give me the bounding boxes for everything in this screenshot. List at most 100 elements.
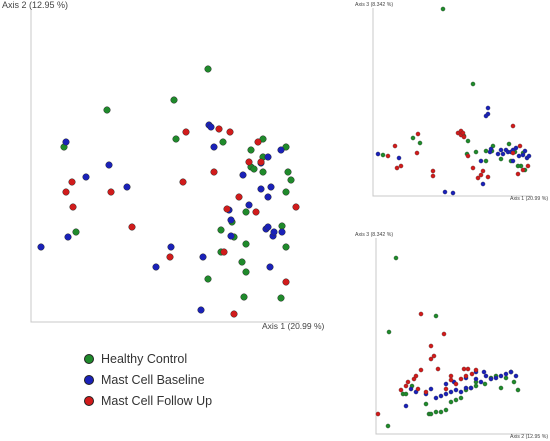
point-mast-cell-follow-up (465, 153, 471, 159)
point-healthy-control (204, 275, 212, 283)
plot1-points (37, 65, 300, 318)
point-mast-cell-baseline (478, 158, 484, 164)
point-healthy-control (483, 148, 489, 154)
point-healthy-control (498, 156, 504, 162)
point-mast-cell-follow-up (473, 367, 479, 373)
point-healthy-control (433, 409, 439, 415)
point-healthy-control (511, 379, 517, 385)
legend-swatch-mast-cell-follow-up (84, 396, 94, 406)
point-mast-cell-follow-up (415, 386, 421, 392)
point-mast-cell-follow-up (470, 165, 476, 171)
point-mast-cell-follow-up (460, 130, 466, 136)
point-healthy-control (423, 401, 429, 407)
point-mast-cell-baseline (481, 369, 487, 375)
point-healthy-control (284, 168, 292, 176)
point-mast-cell-baseline (488, 146, 494, 152)
point-healthy-control (386, 329, 392, 335)
point-healthy-control (250, 165, 258, 173)
point-mast-cell-baseline (500, 151, 506, 157)
point-healthy-control (433, 313, 439, 319)
point-mast-cell-baseline (443, 381, 449, 387)
point-mast-cell-follow-up (510, 150, 516, 156)
point-mast-cell-baseline (267, 183, 275, 191)
point-healthy-control (482, 381, 488, 387)
point-healthy-control (515, 163, 521, 169)
plot-axis1-axis2: Axis 2 (12.95 %) Axis 1 (20.99 %) (2, 0, 325, 331)
point-mast-cell-follow-up (215, 125, 223, 133)
point-healthy-control (458, 395, 464, 401)
point-mast-cell-follow-up (282, 278, 290, 286)
point-healthy-control (443, 407, 449, 413)
point-mast-cell-follow-up (235, 193, 243, 201)
point-healthy-control (172, 135, 180, 143)
legend-swatch-mast-cell-baseline (84, 375, 94, 385)
legend: Healthy Control Mast Cell Baseline Mast … (84, 349, 212, 412)
point-mast-cell-follow-up (453, 381, 459, 387)
point-healthy-control (170, 96, 178, 104)
point-mast-cell-follow-up (254, 138, 262, 146)
point-mast-cell-baseline (463, 385, 469, 391)
legend-item-mast-cell-follow-up: Mast Cell Follow Up (84, 391, 212, 411)
plot2-xlabel: Axis 1 (20.99 %) (510, 196, 548, 202)
point-mast-cell-follow-up (166, 253, 174, 261)
point-mast-cell-follow-up (394, 165, 400, 171)
point-mast-cell-follow-up (405, 379, 411, 385)
point-mast-cell-baseline (442, 189, 448, 195)
point-mast-cell-baseline (264, 223, 272, 231)
point-mast-cell-baseline (123, 183, 131, 191)
point-mast-cell-baseline (62, 138, 70, 146)
point-mast-cell-baseline (264, 193, 272, 201)
plot-axis2-axis3: Axis 3 (8.342 %) Axis 2 (12.95 %) (355, 232, 548, 440)
point-healthy-control (247, 146, 255, 154)
point-healthy-control (217, 226, 225, 234)
legend-item-healthy-control: Healthy Control (84, 349, 212, 369)
plot2-points (375, 6, 532, 196)
point-healthy-control (72, 228, 80, 236)
point-mast-cell-follow-up (475, 175, 481, 181)
point-mast-cell-follow-up (525, 163, 531, 169)
legend-label: Mast Cell Baseline (101, 373, 205, 387)
point-mast-cell-follow-up (465, 366, 471, 372)
point-mast-cell-baseline (473, 376, 479, 382)
point-mast-cell-follow-up (230, 310, 238, 318)
point-healthy-control (282, 188, 290, 196)
point-mast-cell-baseline (270, 228, 278, 236)
point-mast-cell-baseline (483, 113, 489, 119)
point-healthy-control (506, 141, 512, 147)
point-mast-cell-follow-up (461, 134, 467, 140)
point-mast-cell-baseline (197, 306, 205, 314)
legend-label: Healthy Control (101, 352, 188, 366)
point-healthy-control (219, 138, 227, 146)
legend-item-mast-cell-baseline: Mast Cell Baseline (84, 370, 212, 390)
point-healthy-control (515, 387, 521, 393)
point-mast-cell-follow-up (223, 205, 231, 213)
point-mast-cell-baseline (408, 386, 414, 392)
point-mast-cell-baseline (516, 153, 522, 159)
point-mast-cell-baseline (478, 379, 484, 385)
point-mast-cell-follow-up (403, 383, 409, 389)
point-mast-cell-baseline (480, 181, 486, 187)
point-healthy-control (453, 397, 459, 403)
point-mast-cell-follow-up (428, 356, 434, 362)
point-mast-cell-baseline (210, 143, 218, 151)
point-mast-cell-follow-up (428, 343, 434, 349)
point-mast-cell-follow-up (107, 188, 115, 196)
point-mast-cell-follow-up (520, 167, 526, 173)
point-mast-cell-follow-up (448, 373, 454, 379)
point-mast-cell-baseline (443, 391, 449, 397)
point-healthy-control (410, 135, 416, 141)
point-mast-cell-follow-up (485, 174, 491, 180)
point-mast-cell-baseline (493, 375, 499, 381)
point-mast-cell-baseline (483, 373, 489, 379)
point-mast-cell-follow-up (182, 128, 190, 136)
point-mast-cell-follow-up (414, 150, 420, 156)
point-healthy-control (438, 409, 444, 415)
point-mast-cell-baseline (448, 389, 454, 395)
point-mast-cell-follow-up (257, 158, 265, 166)
plot-axis1-axis3: Axis 3 (8.342 %) Axis 1 (20.99 %) (355, 2, 548, 202)
point-mast-cell-follow-up (430, 173, 436, 179)
point-healthy-control (242, 240, 250, 248)
plot3-xlabel: Axis 2 (12.95 %) (510, 434, 548, 440)
point-mast-cell-follow-up (220, 248, 228, 256)
